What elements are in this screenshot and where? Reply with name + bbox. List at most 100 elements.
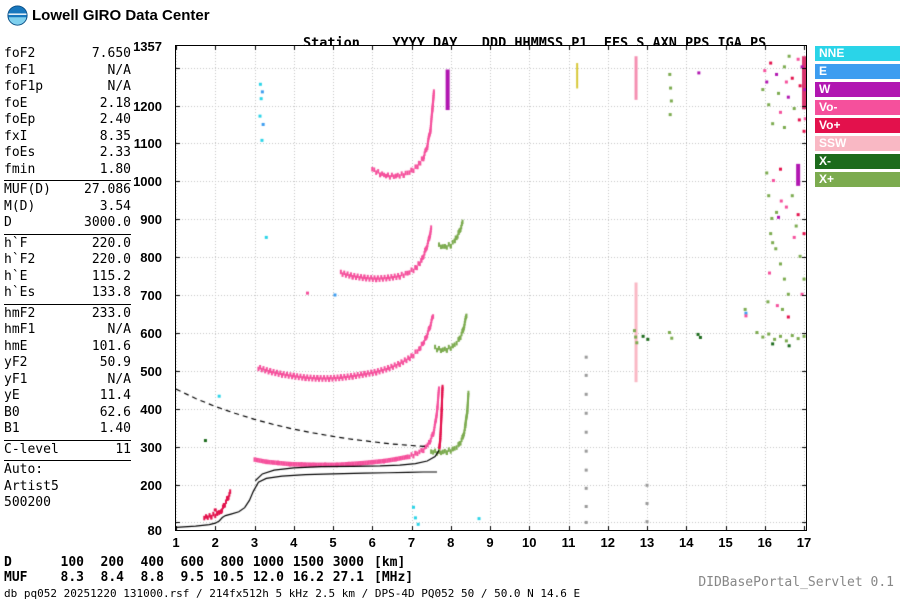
param-row: fmin 1.80 xyxy=(4,162,131,179)
y-axis-label: 300 xyxy=(140,439,162,455)
param-group: MUF(D) 27.086 M(D) 3.54 D 3000.0 xyxy=(4,180,131,234)
param-value: 2.18 xyxy=(99,95,131,111)
legend-item: X+ xyxy=(815,172,900,187)
param-value: 62.6 xyxy=(99,404,131,420)
y-axis-label: 80 xyxy=(147,523,162,538)
y-axis-label: 1200 xyxy=(133,98,162,114)
x-axis-label: 10 xyxy=(522,535,537,550)
param-value: 11 xyxy=(115,441,131,457)
param-value: 27.086 xyxy=(84,182,131,197)
param-label: h`E xyxy=(4,268,28,284)
param-row: foF1 N/A xyxy=(4,63,131,80)
param-label: D xyxy=(4,215,12,230)
param-label: B1 xyxy=(4,421,20,436)
x-axis-label: 12 xyxy=(600,535,615,550)
param-value: 220.0 xyxy=(91,252,131,267)
param-label: fxI xyxy=(4,128,28,144)
param-label: Auto: xyxy=(4,462,44,477)
legend-item: NNE xyxy=(815,46,900,61)
param-group: C-level 11 xyxy=(4,439,131,461)
param-row: h`F 220.0 xyxy=(4,236,131,253)
param-value: N/A xyxy=(107,62,131,78)
param-row: hmF2 233.0 xyxy=(4,306,131,323)
param-label: B0 xyxy=(4,404,20,420)
param-value: 233.0 xyxy=(91,305,131,321)
x-axis-label: 4 xyxy=(290,535,298,550)
dmuf-value: 8.8 xyxy=(140,570,164,585)
param-label: h`Es xyxy=(4,285,36,300)
brand-title: Lowell GIRO Data Center xyxy=(32,7,210,24)
dmuf-value: 800 xyxy=(220,555,244,570)
param-group: h`F 220.0 h`F2 220.0 h`E 115.2 h`Es 133.8 xyxy=(4,233,131,304)
y-axis-label: 500 xyxy=(140,363,162,379)
param-value: 1.40 xyxy=(99,421,131,436)
x-axis-label: 17 xyxy=(796,535,812,550)
polarization-legend: NNE E W Vo- Vo+ SSW X- X+ xyxy=(815,46,900,190)
x-axis-label: 3 xyxy=(250,535,259,550)
x-axis-label: 14 xyxy=(679,535,694,550)
dmuf-value: 200 xyxy=(100,555,124,570)
x-axis-label: 15 xyxy=(718,535,733,550)
legend-item: W xyxy=(815,82,900,97)
param-value: 133.8 xyxy=(91,285,131,300)
param-row: Auto: xyxy=(4,462,131,479)
param-label: foE xyxy=(4,95,28,111)
x-axis-label: 9 xyxy=(486,535,494,550)
y-axis-label: 1357 xyxy=(133,39,162,54)
parameter-panel: foF2 7.650 foF1 N/A foF1p N/A foE 2.18 foEp 2.40 f… xyxy=(4,45,131,514)
param-label: foF2 xyxy=(4,46,36,61)
param-row: yE 11.4 xyxy=(4,388,131,405)
param-value: 101.6 xyxy=(91,338,131,354)
param-value: 3000.0 xyxy=(84,215,131,230)
dmuf-value: 12.0 xyxy=(252,570,284,585)
y-axis-label: 1000 xyxy=(133,174,162,190)
param-value: N/A xyxy=(107,371,131,387)
dmuf-row-label: MUF xyxy=(4,570,28,585)
param-value: 11.4 xyxy=(99,388,131,403)
x-axis-label: 7 xyxy=(407,535,416,550)
legend-item: SSW xyxy=(815,136,900,151)
param-row: fxI 8.35 xyxy=(4,129,131,146)
servlet-version-label: DIDBasePortal_Servlet 0.1 xyxy=(698,575,894,590)
y-axis-label: 700 xyxy=(140,288,162,303)
dmuf-row: D 100 200 400 600 800 1000 1500 3000 [km] xyxy=(4,556,413,569)
param-row: h`F2 220.0 xyxy=(4,252,131,269)
param-label: h`F xyxy=(4,235,28,251)
param-label: foEs xyxy=(4,145,36,160)
y-axis-label: 900 xyxy=(140,212,162,228)
giro-logo-icon xyxy=(7,5,28,26)
param-row: yF2 50.9 xyxy=(4,355,131,372)
dmuf-row-label: D xyxy=(4,555,12,570)
y-axis-label: 800 xyxy=(140,250,162,266)
ionogram-plot xyxy=(175,45,807,531)
param-row: B0 62.6 xyxy=(4,405,131,422)
x-axis-label: 5 xyxy=(329,535,337,550)
param-label: hmE xyxy=(4,338,28,354)
param-value: 2.33 xyxy=(99,145,131,160)
param-value: N/A xyxy=(107,322,131,337)
param-row: foE 2.18 xyxy=(4,96,131,113)
dmuf-value: 8.3 xyxy=(60,570,84,585)
param-label: foF1p xyxy=(4,79,44,94)
param-group: hmF2 233.0 hmF1 N/A hmE 101.6 yF2 50.9 yF1 N/A yE 1… xyxy=(4,303,131,440)
param-value: N/A xyxy=(107,79,131,94)
x-axis-label: 16 xyxy=(757,535,773,550)
param-row: C-level 11 xyxy=(4,442,131,459)
dmuf-value: 1500 xyxy=(292,555,324,570)
param-row: 500200 xyxy=(4,495,131,512)
param-label: M(D) xyxy=(4,198,36,214)
param-row: yF1 N/A xyxy=(4,372,131,389)
dmuf-value: 1000 xyxy=(252,555,284,570)
legend-item: Vo+ xyxy=(815,118,900,133)
param-row: Artist5 xyxy=(4,479,131,496)
y-axis-label: 1100 xyxy=(133,136,162,152)
dmuf-table: D 100 200 400 600 800 1000 1500 3000 [km] MUF 8.3 8.… xyxy=(4,556,413,586)
param-label: yE xyxy=(4,388,20,403)
dmuf-value: 9.5 xyxy=(180,570,204,585)
param-value: 220.0 xyxy=(91,235,131,251)
param-label: C-level xyxy=(4,441,59,457)
x-axis-label: 6 xyxy=(368,535,376,550)
dmuf-value: 600 xyxy=(180,555,204,570)
param-row: B1 1.40 xyxy=(4,421,131,438)
dmuf-value: 100 xyxy=(60,555,84,570)
